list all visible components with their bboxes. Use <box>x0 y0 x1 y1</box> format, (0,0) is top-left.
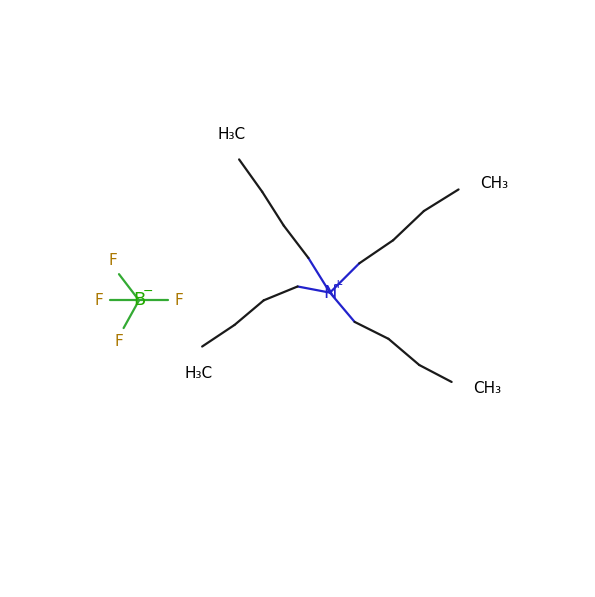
Text: −: − <box>142 285 153 298</box>
Text: CH₃: CH₃ <box>473 381 502 396</box>
Text: N: N <box>323 284 337 301</box>
Text: F: F <box>115 334 123 349</box>
Text: CH₃: CH₃ <box>480 176 508 191</box>
Text: F: F <box>108 253 117 268</box>
Text: B: B <box>133 291 145 309</box>
Text: F: F <box>175 293 183 308</box>
Text: H₃C: H₃C <box>184 366 212 381</box>
Text: H₃C: H₃C <box>217 128 246 143</box>
Text: +: + <box>333 278 343 291</box>
Text: F: F <box>95 293 104 308</box>
